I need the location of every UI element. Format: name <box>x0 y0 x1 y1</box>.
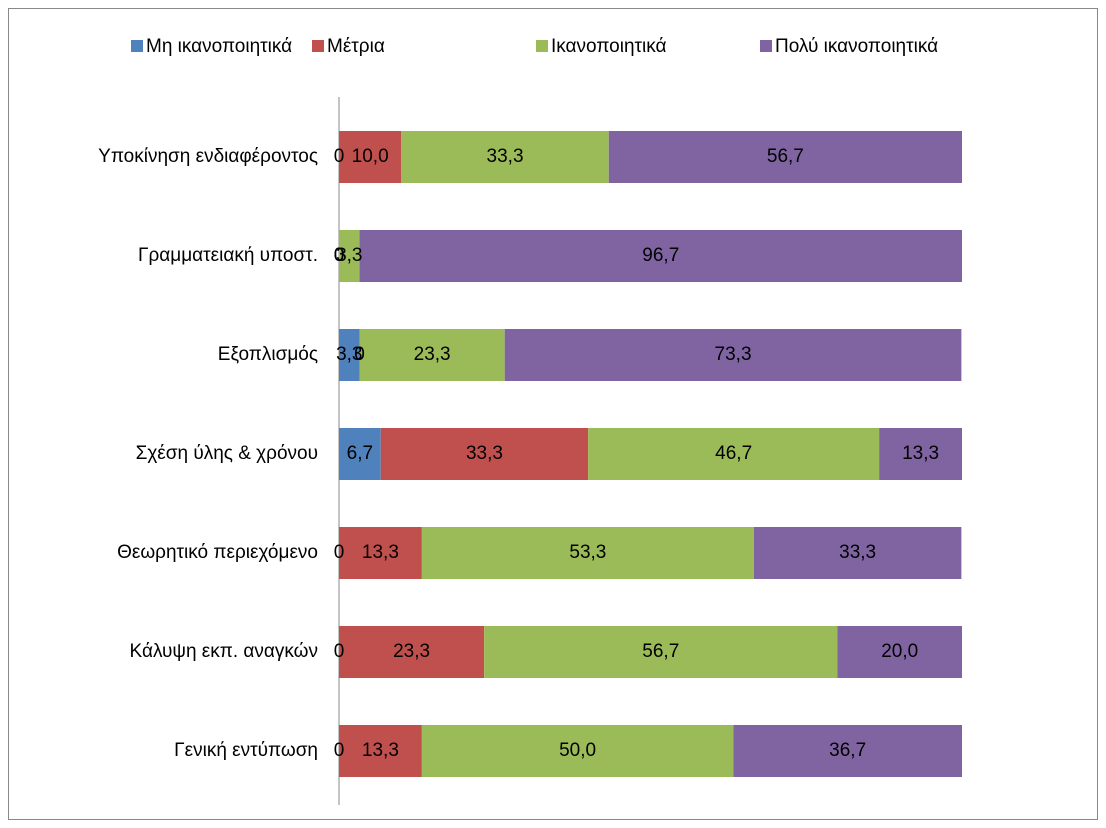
bar-segment <box>380 428 589 480</box>
legend-swatch <box>312 40 324 52</box>
data-label: 3,3 <box>336 344 362 365</box>
data-label: 0 <box>334 542 345 563</box>
bar-segment <box>339 626 485 678</box>
bar-segment <box>401 131 609 183</box>
data-label: 36,7 <box>829 740 866 761</box>
data-label: 33,3 <box>487 146 524 167</box>
data-label: 50,0 <box>559 740 596 761</box>
bar-segment <box>339 428 381 480</box>
y-tick-label: Υποκίνηση ενδιαφέροντος <box>98 146 318 167</box>
y-tick-label: Γραμματειακή υποστ. <box>138 245 318 266</box>
data-label: 56,7 <box>642 641 679 662</box>
bar-segment <box>879 428 962 480</box>
y-tick-label: Γενική εντύπωση <box>174 740 318 761</box>
data-label: 6,7 <box>347 443 373 464</box>
y-tick-label: Εξοπλισμός <box>218 344 318 365</box>
y-tick-label: Θεωρητικό περιεχόμενο <box>117 542 318 563</box>
bar-segment <box>339 230 360 282</box>
legend-label: Πολύ ικανοποιητικά <box>775 36 938 57</box>
bar-segment <box>504 329 962 381</box>
data-label: 0 <box>334 740 345 761</box>
bar-segment <box>339 131 402 183</box>
data-label: 10,0 <box>352 146 389 167</box>
bar-segment <box>359 230 963 282</box>
chart-frame <box>8 8 1098 820</box>
bar-segment <box>421 527 754 579</box>
y-tick-label: Κάλυψη εκπ. αναγκών <box>130 641 318 662</box>
legend-swatch <box>760 40 772 52</box>
bar-segment <box>421 725 734 777</box>
bar-segment <box>733 725 962 777</box>
bar-segment <box>359 329 505 381</box>
data-label: 13,3 <box>362 542 399 563</box>
data-label: 46,7 <box>715 443 752 464</box>
data-label: 53,3 <box>569 542 606 563</box>
data-label: 23,3 <box>414 344 451 365</box>
data-label: 96,7 <box>642 245 679 266</box>
legend-swatch <box>131 40 143 52</box>
legend-label: Μη ικανοποιητικά <box>146 36 292 57</box>
data-label: 23,3 <box>393 641 430 662</box>
data-label: 20,0 <box>881 641 918 662</box>
legend-label: Ικανοποιητικά <box>551 36 667 57</box>
bar-segment <box>608 131 962 183</box>
bar-segment <box>339 329 360 381</box>
data-label: 0 <box>334 245 345 266</box>
data-label: 33,3 <box>466 443 503 464</box>
bar-segment <box>339 527 422 579</box>
data-label: 0 <box>354 344 365 365</box>
data-label: 56,7 <box>767 146 804 167</box>
y-tick-label: Σχέση ύλης & χρόνου <box>136 443 318 464</box>
bar-segment <box>339 725 422 777</box>
bar-segment <box>753 527 962 579</box>
bar-segment <box>484 626 838 678</box>
data-label: 0 <box>334 146 345 167</box>
data-label: 3,3 <box>336 245 362 266</box>
bar-segment <box>588 428 880 480</box>
data-label: 13,3 <box>362 740 399 761</box>
data-label: 73,3 <box>715 344 752 365</box>
data-label: 33,3 <box>839 542 876 563</box>
data-label: 0 <box>334 245 345 266</box>
legend-label: Μέτρια <box>327 36 385 57</box>
data-label: 0 <box>334 641 345 662</box>
data-label: 13,3 <box>902 443 939 464</box>
legend-swatch <box>536 40 548 52</box>
bar-segment <box>837 626 962 678</box>
